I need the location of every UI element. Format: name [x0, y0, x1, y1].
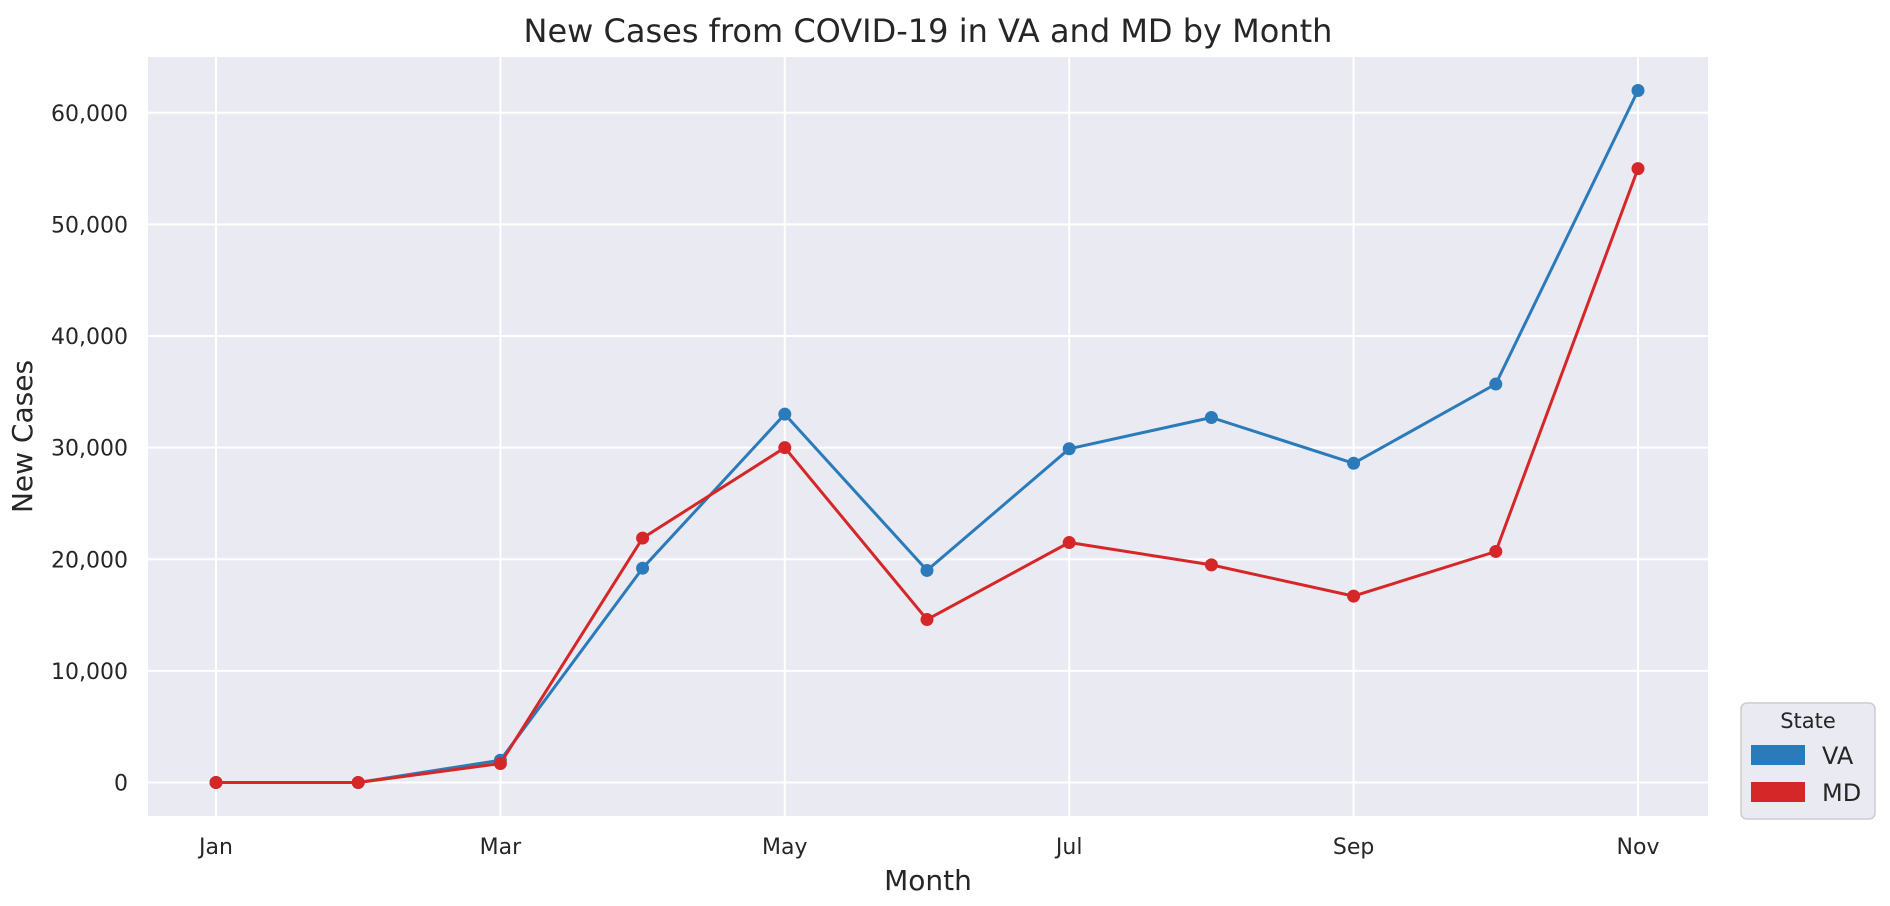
y-tick-labels: 0 10,000 20,000 30,000 40,000 50,000 60,000: [51, 102, 128, 797]
data-point-va: [636, 561, 650, 575]
y-tick-label: 60,000: [51, 102, 128, 127]
y-tick-label: 40,000: [51, 325, 128, 350]
y-axis-label: New Cases: [6, 360, 39, 513]
plot-area: [148, 57, 1708, 816]
chart-title: New Cases from COVID-19 in VA and MD by …: [524, 12, 1333, 50]
data-point-md: [1062, 536, 1076, 550]
grid-lines: [148, 57, 1708, 816]
legend: State VA MD: [1740, 702, 1876, 820]
legend-swatch-va: [1751, 745, 1805, 765]
data-point-md: [351, 776, 365, 790]
legend-swatch-md: [1751, 782, 1805, 802]
x-tick-label: Mar: [480, 835, 522, 860]
data-point-md: [636, 531, 650, 545]
legend-label-va: VA: [1822, 742, 1854, 770]
data-point-md: [1489, 544, 1503, 558]
legend-label-md: MD: [1822, 779, 1861, 807]
x-tick-label: Sep: [1333, 835, 1374, 860]
data-point-md: [493, 757, 507, 771]
data-point-va: [1631, 83, 1645, 97]
data-point-va: [1062, 442, 1076, 456]
x-tick-label: Jul: [1054, 835, 1083, 860]
x-tick-label: Jan: [197, 835, 233, 860]
x-axis-label: Month: [884, 864, 972, 897]
data-point-md: [209, 776, 223, 790]
data-point-md: [1631, 162, 1645, 176]
data-point-md: [1347, 589, 1361, 603]
y-tick-label: 30,000: [51, 437, 128, 462]
data-point-va: [778, 407, 792, 421]
data-point-va: [1204, 411, 1218, 425]
data-point-md: [920, 613, 934, 627]
legend-title: State: [1780, 709, 1836, 733]
series-md: [209, 162, 1645, 790]
data-point-md: [1204, 558, 1218, 572]
data-point-va: [920, 563, 934, 577]
series-layer: [209, 83, 1645, 790]
data-point-va: [1489, 377, 1503, 391]
x-tick-labels: Jan Mar May Jul Sep Nov: [197, 835, 1659, 860]
x-tick-label: Nov: [1617, 835, 1660, 860]
data-point-va: [1347, 456, 1361, 470]
y-tick-label: 10,000: [51, 660, 128, 685]
data-point-md: [778, 441, 792, 455]
y-tick-label: 0: [114, 772, 128, 797]
y-tick-label: 50,000: [51, 213, 128, 238]
x-tick-label: May: [762, 835, 807, 860]
y-tick-label: 20,000: [51, 548, 128, 573]
